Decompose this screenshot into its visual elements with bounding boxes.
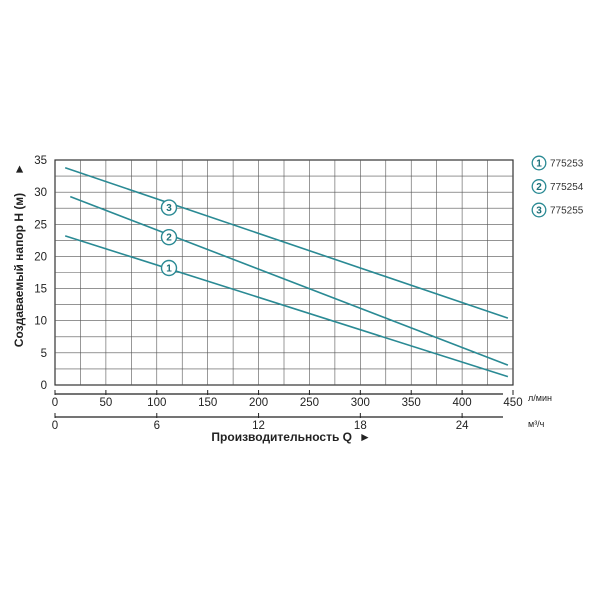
series-marker-label: 1 (166, 264, 172, 275)
legend-marker-label: 2 (536, 182, 542, 193)
x-tick-label: 50 (99, 397, 112, 409)
grid (55, 160, 513, 385)
series-line-2 (69, 195, 509, 366)
series-lines (64, 166, 509, 378)
series-line-3 (64, 166, 509, 319)
x2-tick-label: 24 (456, 420, 469, 432)
y-axis-title: Создаваемый напор H (м) (12, 193, 26, 347)
legend-entry-label: 775254 (550, 182, 584, 193)
series-marker-label: 3 (166, 203, 172, 214)
legend-marker-label: 1 (536, 158, 542, 169)
legend-entry-label: 775255 (550, 206, 584, 217)
series-line-1 (64, 235, 509, 378)
y-tick-label: 35 (34, 155, 47, 167)
y-tick-label: 25 (34, 219, 47, 231)
x-unit-primary: л/мин (528, 393, 552, 403)
legend-marker-label: 3 (536, 205, 542, 216)
x-tick-label: 300 (351, 397, 370, 409)
x-axis: 0 50 100 150 200 250 300 350 400 450 (52, 390, 523, 409)
y-tick-label: 5 (41, 348, 47, 360)
x-tick-label: 150 (198, 397, 217, 409)
series-marker-3 (160, 199, 178, 216)
x-tick-label: 450 (503, 397, 522, 409)
y-axis: 0 5 10 15 20 25 30 35 (34, 155, 47, 392)
x2-tick-label: 12 (252, 420, 265, 432)
x2-tick-label: 6 (154, 420, 160, 432)
y-axis-arrow: ► (12, 163, 26, 175)
y-tick-label: 0 (41, 380, 47, 392)
x-axis-arrow: ► (359, 430, 371, 444)
legend-marker-1 (531, 155, 547, 171)
x-tick-label: 0 (52, 397, 58, 409)
x-tick-label: 250 (300, 397, 319, 409)
legend: 1 775253 2 775254 3 775255 (531, 155, 584, 218)
x-tick-label: 350 (402, 397, 421, 409)
x-tick-label: 100 (147, 397, 166, 409)
y-tick-label: 10 (34, 316, 47, 328)
legend-marker-3 (531, 202, 547, 218)
series-marker-1 (160, 259, 178, 277)
x-tick-label: 400 (453, 397, 472, 409)
x2-axis: 0 6 12 18 24 (52, 413, 503, 432)
series-markers: 1 2 3 (160, 199, 178, 277)
x-unit-secondary: м³/ч (528, 419, 545, 429)
x2-tick-label: 18 (354, 420, 367, 432)
x-axis-title: Производительность Q (211, 430, 352, 444)
x-tick-label: 200 (249, 397, 268, 409)
y-tick-label: 15 (34, 284, 47, 296)
series-marker-label: 2 (166, 233, 172, 244)
legend-entry-label: 775253 (550, 159, 584, 170)
x2-tick-label: 0 (52, 420, 58, 432)
series-marker-2 (160, 228, 178, 246)
y-tick-label: 30 (34, 187, 47, 199)
y-tick-label: 20 (34, 251, 47, 263)
legend-marker-2 (531, 179, 547, 194)
